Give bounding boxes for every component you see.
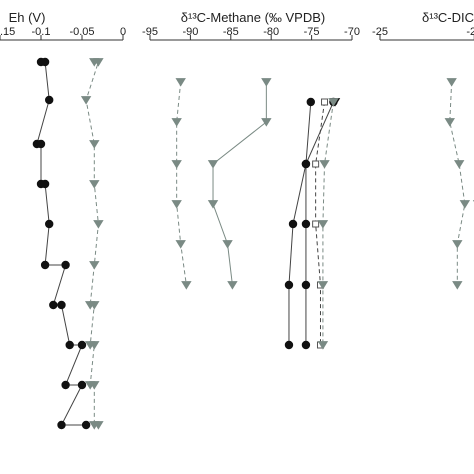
eh-series-0-point xyxy=(49,300,58,310)
methane-series-3-point xyxy=(301,280,311,290)
methane-x-ticks: -95 -90 -85 -80 -75 -70 xyxy=(142,26,360,41)
eh-series xyxy=(32,57,104,430)
methane-series-2-point xyxy=(288,219,298,229)
methane-series-6-point xyxy=(319,160,330,169)
methane-series-5-point xyxy=(312,160,320,168)
dic-series-0-line xyxy=(449,81,466,285)
dic-series-0-point xyxy=(444,118,455,127)
eh-series-1-point xyxy=(89,140,100,149)
eh-series-0-point xyxy=(45,95,54,105)
eh-series-1-line xyxy=(85,61,100,426)
dic-axis-title: δ¹³C-DIC xyxy=(422,10,474,25)
eh-series-1-point xyxy=(93,58,104,67)
eh-x-ticks: .15 -0.1 -0.05 0 xyxy=(0,26,126,41)
methane-series-6-point xyxy=(317,341,329,350)
methane-series-1-line xyxy=(212,82,267,286)
eh-series-0-line xyxy=(36,61,87,426)
methane-x-tick-label: -95 xyxy=(142,26,158,38)
eh-series-0-point xyxy=(77,380,87,390)
methane-series-6-point xyxy=(328,98,339,107)
methane-series-3-point xyxy=(301,219,311,229)
eh-series-0-point xyxy=(61,260,70,270)
methane-series-3-point xyxy=(301,340,311,350)
methane-series-1-point xyxy=(207,200,219,209)
methane-series-3-point xyxy=(301,159,311,169)
methane-axis-title: δ¹³C-Methane (‰ VPDB) xyxy=(181,10,326,25)
dic-series-0-point xyxy=(459,200,471,209)
methane-series-2-point xyxy=(284,340,294,350)
dic-series-0-point xyxy=(452,240,463,249)
methane-series-1-point xyxy=(261,118,272,127)
eh-series-1-point xyxy=(89,341,100,350)
methane-series xyxy=(171,78,341,350)
eh-series-0-point xyxy=(77,340,87,350)
methane-series-0-point xyxy=(175,78,186,87)
eh-series-0-point xyxy=(40,260,50,270)
methane-x-tick-label: -80 xyxy=(263,26,279,38)
methane-series-0-point xyxy=(171,200,182,209)
dic-x-tick-label: -25 xyxy=(372,26,388,38)
eh-series-1-point xyxy=(89,180,100,189)
methane-x-tick-label: -85 xyxy=(223,26,239,38)
eh-series-0-point xyxy=(65,340,74,350)
methane-series-0-point xyxy=(171,118,182,127)
eh-series-1-point xyxy=(80,96,92,105)
methane-x-tick-label: -90 xyxy=(182,26,198,38)
methane-x-tick-label: -70 xyxy=(344,26,360,38)
eh-series-0-point xyxy=(40,179,50,189)
methane-series-1-point xyxy=(227,281,238,290)
eh-series-0-point xyxy=(81,420,91,430)
eh-series-0-point xyxy=(57,420,66,430)
eh-series-0-point xyxy=(57,300,66,310)
methane-series-6-point xyxy=(317,220,329,229)
eh-x-tick-label: -0.1 xyxy=(32,26,51,38)
methane-series-1-point xyxy=(222,240,233,249)
methane-series-5-point xyxy=(312,220,320,228)
eh-series-1-point xyxy=(89,301,100,310)
eh-series-0-point xyxy=(40,57,50,67)
eh-series-1-point xyxy=(89,381,100,390)
dic-x-tick-label: -20 xyxy=(466,26,474,38)
methane-series-5-point xyxy=(321,98,329,106)
eh-x-tick-label: 0 xyxy=(120,26,126,38)
eh-series-0-point xyxy=(36,139,46,149)
methane-series-2-point xyxy=(284,280,294,290)
methane-panel: δ¹³C-Methane (‰ VPDB) -95 -90 -85 -80 -75 -70 xyxy=(142,10,360,350)
methane-series-1-point xyxy=(207,160,219,169)
methane-series-2-point xyxy=(306,97,315,107)
dic-series-0-point xyxy=(446,78,457,87)
methane-series-0-point xyxy=(181,281,192,290)
eh-series-0-point xyxy=(61,380,70,390)
methane-series-1-point xyxy=(261,78,272,87)
methane-series-0-point xyxy=(171,160,182,169)
methane-series-0-point xyxy=(175,240,186,249)
eh-series-1-point xyxy=(93,220,104,229)
eh-series-1-point xyxy=(89,261,100,270)
methane-series-6-point xyxy=(317,281,329,290)
eh-x-tick-label: .15 xyxy=(0,26,15,38)
dic-x-ticks: -25 -20 xyxy=(372,26,474,41)
eh-series-0-point xyxy=(45,219,54,229)
dic-series-0-point xyxy=(452,281,463,290)
dic-series xyxy=(444,78,474,290)
methane-x-tick-label: -75 xyxy=(304,26,320,38)
eh-panel: Eh (V) .15 -0.1 -0.05 0 xyxy=(0,10,126,430)
eh-series-1-point xyxy=(93,421,104,430)
methane-series-0-line xyxy=(176,81,187,286)
eh-x-tick-label: -0.05 xyxy=(69,26,94,38)
dic-series-0-point xyxy=(454,160,465,169)
eh-axis-title: Eh (V) xyxy=(9,10,46,25)
dic-panel: δ¹³C-DIC -25 -20 xyxy=(372,10,474,290)
